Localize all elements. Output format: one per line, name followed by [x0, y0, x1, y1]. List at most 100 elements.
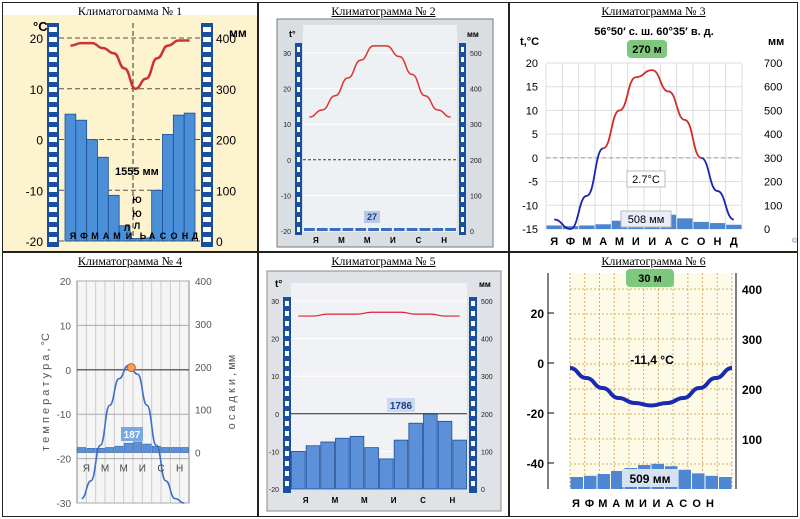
- climatogram-5-cell: Климатограмма № 5 30 20 10 0 -10 -20 500 400 300 2…: [258, 252, 509, 517]
- precip-bar: [705, 475, 718, 489]
- precip-bar: [579, 225, 595, 229]
- temperature-scale-rung: [297, 57, 300, 62]
- precipitation-scale-rung: [203, 217, 211, 222]
- precip-tick-label: 300: [742, 333, 762, 347]
- precipitation-scale-rung: [471, 461, 475, 466]
- precip-bar: [368, 228, 379, 231]
- precip-tick-label: 400: [742, 283, 762, 297]
- precip-bar: [305, 445, 321, 490]
- temp-tick-label: 0: [36, 134, 43, 148]
- precipitation-scale-rung: [471, 311, 475, 316]
- precip-bar: [162, 134, 174, 242]
- precip-tick-label: 400: [216, 32, 236, 46]
- precip-bar: [611, 471, 624, 489]
- temperature-scale-rung: [297, 207, 300, 212]
- total-label-box: [121, 427, 143, 441]
- temperature-scale-rung: [297, 97, 300, 102]
- precip-tick-label: 300: [470, 122, 482, 129]
- precip-bar: [142, 443, 152, 453]
- temperature-scale-rung: [49, 67, 57, 72]
- month-label: С: [679, 498, 687, 510]
- precip-bar: [320, 441, 335, 490]
- temperature-scale-rung: [285, 441, 289, 446]
- temp-tick-label: 10: [271, 374, 279, 381]
- temperature-scale-rung: [285, 391, 289, 396]
- temperature-scale-rung: [285, 351, 289, 356]
- temperature-line-warm: [602, 69, 702, 159]
- temperature-scale-rung: [297, 127, 300, 132]
- precipitation-scale-rung: [203, 167, 211, 172]
- temp-tick-label: 10: [60, 321, 72, 332]
- precip-tick-label: 500: [481, 299, 493, 306]
- temp-tick-label: -30: [57, 499, 72, 510]
- precip-bar: [107, 194, 120, 242]
- month-label: М: [332, 496, 339, 505]
- precip-bar: [445, 228, 456, 231]
- temperature-scale-rung: [49, 117, 57, 122]
- temperature-scale-rung: [49, 237, 57, 242]
- temp-tick-label: -5: [528, 177, 538, 189]
- altitude-badge: [627, 40, 667, 58]
- temp-tick-label: -20: [281, 229, 291, 236]
- precip-bar: [342, 228, 354, 231]
- precip-bar: [291, 450, 306, 490]
- precipitation-scale-rung: [461, 217, 464, 222]
- precipitation-scale-rung: [461, 87, 464, 92]
- precipitation-scale-rung: [471, 421, 475, 426]
- precipitation-scale-rung: [471, 371, 475, 376]
- precip-tick-label: 100: [216, 184, 236, 198]
- precip-bar: [406, 228, 418, 231]
- precip-tick-label: 200: [742, 383, 762, 397]
- month-label: И: [390, 236, 396, 245]
- month-label: С: [420, 496, 426, 505]
- precip-bar: [161, 447, 171, 453]
- precip-bar: [75, 119, 88, 242]
- precip-tick-label: 100: [764, 200, 782, 212]
- temp-tick-label: 10: [30, 83, 44, 97]
- temp-tick-label: 30: [283, 51, 291, 58]
- climatogram-4-cell: Климатограмма № 4 20 10 0 -10 -20 -30 400 300 200…: [2, 252, 258, 517]
- month-label: И: [126, 231, 132, 241]
- temp-tick-label: -40: [527, 457, 545, 471]
- month-label: М: [361, 496, 368, 505]
- month-label: Н: [441, 236, 447, 245]
- precip-bar: [170, 447, 180, 453]
- temperature-scale-rung: [285, 451, 289, 456]
- precipitation-scale-rung: [461, 227, 464, 232]
- month-label: Ф: [585, 498, 594, 510]
- precip-bar: [437, 420, 453, 490]
- temperature-scale-rung: [297, 197, 300, 202]
- temp-tick-label: 0: [287, 158, 291, 165]
- precipitation-scale-rung: [203, 87, 211, 92]
- precipitation-scale-rung: [471, 381, 475, 386]
- precip-bar: [562, 226, 579, 229]
- month-label: Я: [550, 236, 558, 248]
- precip-bar: [432, 228, 444, 231]
- precip-tick-label: 400: [481, 337, 493, 344]
- precip-tick-label: 200: [764, 177, 782, 189]
- month-label: С: [681, 236, 689, 248]
- month-label: А: [666, 498, 674, 510]
- temperature-scale-rung: [49, 227, 57, 232]
- temperature-scale-rung: [285, 431, 289, 436]
- precip-bar: [611, 220, 628, 229]
- precipitation-scale-rung: [461, 187, 464, 192]
- temperature-scale-rung: [285, 411, 289, 416]
- temperature-scale-rung: [49, 107, 57, 112]
- mean-temp-box: [626, 170, 666, 188]
- temperature-scale: [47, 23, 59, 247]
- chart-title: Климатограмма № 2: [331, 4, 436, 18]
- temperature-scale-rung: [49, 207, 57, 212]
- month-label: М: [625, 498, 634, 510]
- temperature-scale-rung: [285, 401, 289, 406]
- month-label: Л: [124, 223, 130, 233]
- precip-bar: [379, 458, 394, 490]
- precip-bar: [693, 221, 709, 229]
- temp-tick-label: 5: [532, 129, 538, 141]
- precip-tick-label: 0: [470, 229, 474, 236]
- total-precip-label: 27: [367, 212, 377, 222]
- month-label: М: [119, 464, 127, 475]
- month-label: И: [632, 236, 640, 248]
- month-label: Д: [192, 231, 199, 241]
